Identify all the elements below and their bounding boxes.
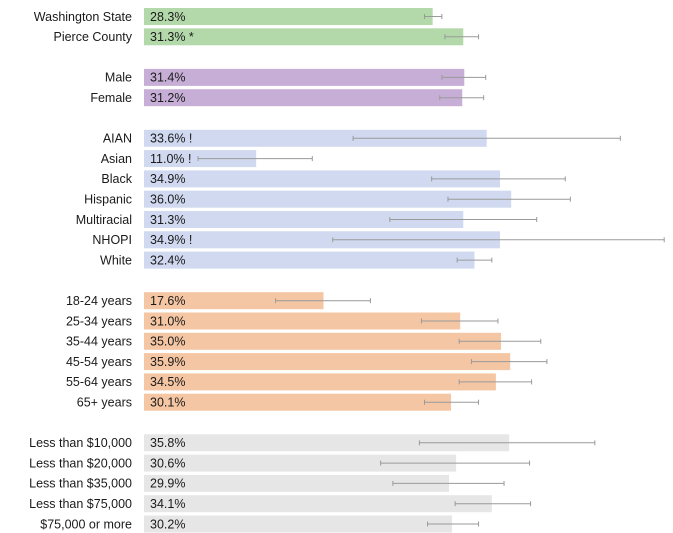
bar: [144, 454, 457, 472]
value-label: 34.9%: [150, 172, 185, 186]
value-label: 35.9%: [150, 355, 185, 369]
category-label: Female: [90, 91, 132, 105]
value-label: 30.1%: [150, 396, 185, 410]
bar: [144, 515, 453, 533]
bar: [144, 129, 487, 147]
category-label: 25-34 years: [66, 314, 132, 328]
value-label: 34.9% !: [150, 233, 192, 247]
bar: [144, 8, 433, 25]
bar: [144, 312, 461, 330]
value-label: 31.0%: [150, 314, 185, 328]
bar: [144, 474, 449, 492]
value-label: 17.6%: [150, 294, 185, 308]
category-label: 65+ years: [77, 396, 132, 410]
bar-group: AIAN 33.6% ! Asian 11.0% ! Black 34.9% Hispani…: [76, 129, 665, 269]
bar-group: 18-24 years 17.6% 25-34 years 31.0% 35-44 ye…: [66, 292, 548, 411]
category-label: 35-44 years: [66, 335, 132, 349]
category-label: Less than $10,000: [29, 436, 132, 450]
value-label: 32.4%: [150, 253, 185, 267]
bar: [144, 373, 496, 391]
value-label: 31.3%: [150, 213, 185, 227]
category-label: 45-54 years: [66, 355, 132, 369]
bar-group: Male 31.4% Female 31.2%: [90, 68, 487, 107]
category-label: Washington State: [34, 10, 132, 24]
category-label: 55-64 years: [66, 375, 132, 389]
value-label: 33.6% !: [150, 132, 192, 146]
value-label: 29.9%: [150, 477, 185, 491]
value-label: 36.0%: [150, 193, 185, 207]
category-label: AIAN: [103, 132, 132, 146]
value-label: 34.1%: [150, 497, 185, 511]
bar: [144, 170, 500, 188]
bar: [144, 353, 511, 371]
category-label: Hispanic: [84, 193, 132, 207]
value-label: 31.4%: [150, 71, 185, 85]
category-label: Male: [105, 71, 132, 85]
value-label: 11.0% !: [150, 152, 191, 166]
bar: [144, 89, 463, 107]
category-label: $75,000 or more: [40, 517, 132, 531]
value-label: 28.3%: [150, 10, 185, 24]
bar: [144, 251, 475, 269]
value-label: 34.5%: [150, 375, 185, 389]
bar-group: Washington State 28.3% Pierce County 31.3% …: [34, 8, 480, 46]
category-label: Multiracial: [76, 213, 132, 227]
bar: [144, 190, 512, 208]
category-label: Less than $75,000: [29, 497, 132, 511]
category-label: 18-24 years: [66, 294, 132, 308]
bar: [144, 68, 465, 86]
bar: [144, 393, 452, 411]
category-label: NHOPI: [92, 233, 132, 247]
category-label: White: [100, 253, 132, 267]
bar: [144, 211, 464, 228]
category-label: Less than $35,000: [29, 477, 132, 491]
bar: [144, 434, 510, 452]
bar: [144, 495, 492, 513]
value-label: 30.6%: [150, 456, 185, 470]
value-label: 35.0%: [150, 335, 185, 349]
category-label: Pierce County: [53, 30, 132, 44]
value-label: 30.2%: [150, 517, 185, 531]
category-label: Less than $20,000: [29, 456, 132, 470]
value-label: 35.8%: [150, 436, 185, 450]
bar: [144, 28, 464, 46]
bar: [144, 231, 500, 249]
bar: [144, 292, 324, 310]
value-label: 31.3% *: [150, 30, 194, 44]
bar: [144, 332, 501, 350]
value-label: 31.2%: [150, 91, 185, 105]
category-label: Black: [101, 172, 132, 186]
bar-group: Less than $10,000 35.8% Less than $20,000 3…: [29, 434, 596, 533]
category-label: Asian: [101, 152, 132, 166]
